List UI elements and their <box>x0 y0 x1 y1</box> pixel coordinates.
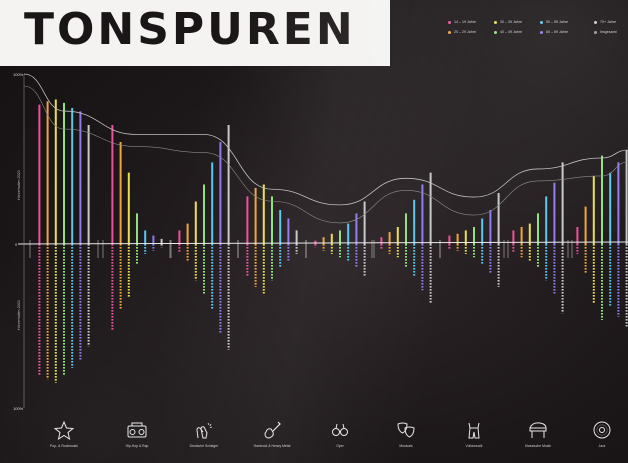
legend-swatch <box>540 20 543 24</box>
genre-label: Klassische Musik <box>524 444 551 448</box>
legend-item: 70+ Jahre <box>594 20 616 24</box>
star-guitar-icon <box>54 420 74 440</box>
genre-item: Hardrock & Heavy Metal <box>237 420 307 448</box>
legend-label: 30 – 39 Jahre <box>500 20 522 24</box>
legend-item: Insgesamt <box>594 30 617 34</box>
genre-label: Pop- & Rockmusik <box>50 444 78 448</box>
genre-item: Klassische Musik <box>503 420 573 448</box>
envelope-curve <box>23 73 628 206</box>
legend-swatch <box>494 20 497 24</box>
legend-label: 70+ Jahre <box>600 20 617 24</box>
axis-upper-side-label: Hörverhalten 2023 <box>17 170 21 200</box>
legend-item: 20 – 29 Jahre <box>448 30 476 34</box>
theatre-masks-icon <box>397 422 415 438</box>
legend-item: 40 – 49 Jahre <box>494 30 522 34</box>
genre-label: Hardrock & Heavy Metal <box>253 444 291 448</box>
legend-label: 20 – 29 Jahre <box>454 30 476 34</box>
legend-swatch <box>448 30 451 34</box>
zero-axis <box>17 241 628 245</box>
genre-item: Pop- & Rockmusik <box>29 420 99 448</box>
axis-lower-side-label: Hörverhalten 2023 <box>17 300 21 330</box>
axis-top-label: 100% <box>13 72 24 77</box>
legend-swatch <box>494 30 497 34</box>
legend-swatch <box>448 20 451 24</box>
genre-item: Jazz <box>567 420 628 448</box>
genre-label: Deutsche Schlager <box>189 444 219 448</box>
genre-item: Hip-Hop & Rap <box>102 420 172 448</box>
legend-item: 14 – 19 Jahre <box>448 20 476 24</box>
lederhosen-icon <box>468 422 480 439</box>
genre-label: Musicals <box>399 444 413 448</box>
genre-item: Oper <box>305 420 375 448</box>
genre-item: Deutsche Schlager <box>169 420 239 448</box>
legend-item: 50 – 59 Jahre <box>540 20 568 24</box>
genre-label: Hip-Hop & Rap <box>125 444 149 448</box>
electric-guitar-icon <box>264 421 281 439</box>
clapping-hands-icon <box>196 422 213 439</box>
genre-label: Jazz <box>598 444 606 448</box>
legend-label: 40 – 49 Jahre <box>500 30 522 34</box>
title-banner: TONSPUREN <box>0 0 390 66</box>
axis-zero-label: 0 <box>15 242 18 247</box>
legend-label: 50 – 59 Jahre <box>546 20 568 24</box>
genre-label: Volksmusik <box>465 444 483 448</box>
genre-item: Musicals <box>371 420 441 448</box>
genre-row: Pop- & Rockmusik Hip-Hop & Rap Deutsche Sc… <box>0 420 628 460</box>
opera-glasses-icon <box>332 423 348 436</box>
legend-label: Insgesamt <box>600 30 617 34</box>
legend-swatch <box>540 30 543 34</box>
legend: 14 – 19 Jahre 20 – 29 Jahre 30 – 39 Jahre 4… <box>448 20 624 44</box>
legend-label: 60 – 69 Jahre <box>546 30 568 34</box>
poster-title: TONSPUREN <box>24 4 356 55</box>
grand-piano-icon <box>529 422 547 438</box>
vinyl-record-icon <box>593 421 611 439</box>
boombox-icon <box>127 422 147 438</box>
legend-item: 60 – 69 Jahre <box>540 30 568 34</box>
axis-bottom-label: 100% <box>13 406 24 411</box>
genre-item: Volksmusik <box>439 420 509 448</box>
legend-swatch <box>594 30 597 34</box>
legend-label: 14 – 19 Jahre <box>454 20 476 24</box>
total-curve <box>23 85 628 224</box>
genre-label: Oper <box>336 444 344 448</box>
legend-item: 30 – 39 Jahre <box>494 20 522 24</box>
legend-swatch <box>594 20 597 24</box>
